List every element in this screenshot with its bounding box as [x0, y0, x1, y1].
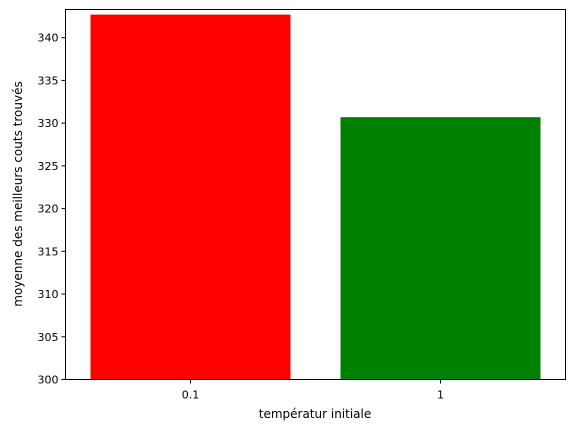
x-axis-label: températur initiale [259, 407, 372, 421]
y-tick-label-1: 305 [38, 331, 59, 344]
y-tick-label-0: 300 [38, 374, 59, 387]
plot-frame [65, 9, 566, 380]
x-axis-ticks: 0.1 1 [182, 379, 444, 402]
bar-1 [340, 117, 541, 380]
bars-group [90, 14, 541, 380]
y-tick-label-4: 320 [38, 203, 59, 216]
y-tick-label-6: 330 [38, 117, 59, 130]
y-tick-label-5: 325 [38, 160, 59, 173]
x-tick-label-1: 1 [437, 389, 444, 402]
bar-0 [90, 14, 291, 380]
y-axis-ticks: 300 305 310 315 320 325 330 335 340 [38, 32, 66, 387]
y-tick-label-7: 335 [38, 74, 59, 87]
y-tick-label-8: 340 [38, 32, 59, 45]
x-tick-label-0: 0.1 [182, 389, 200, 402]
y-tick-label-2: 310 [38, 288, 59, 301]
y-tick-label-3: 315 [38, 245, 59, 258]
y-axis-label: moyenne des meilleurs couts trouvés [11, 81, 25, 306]
